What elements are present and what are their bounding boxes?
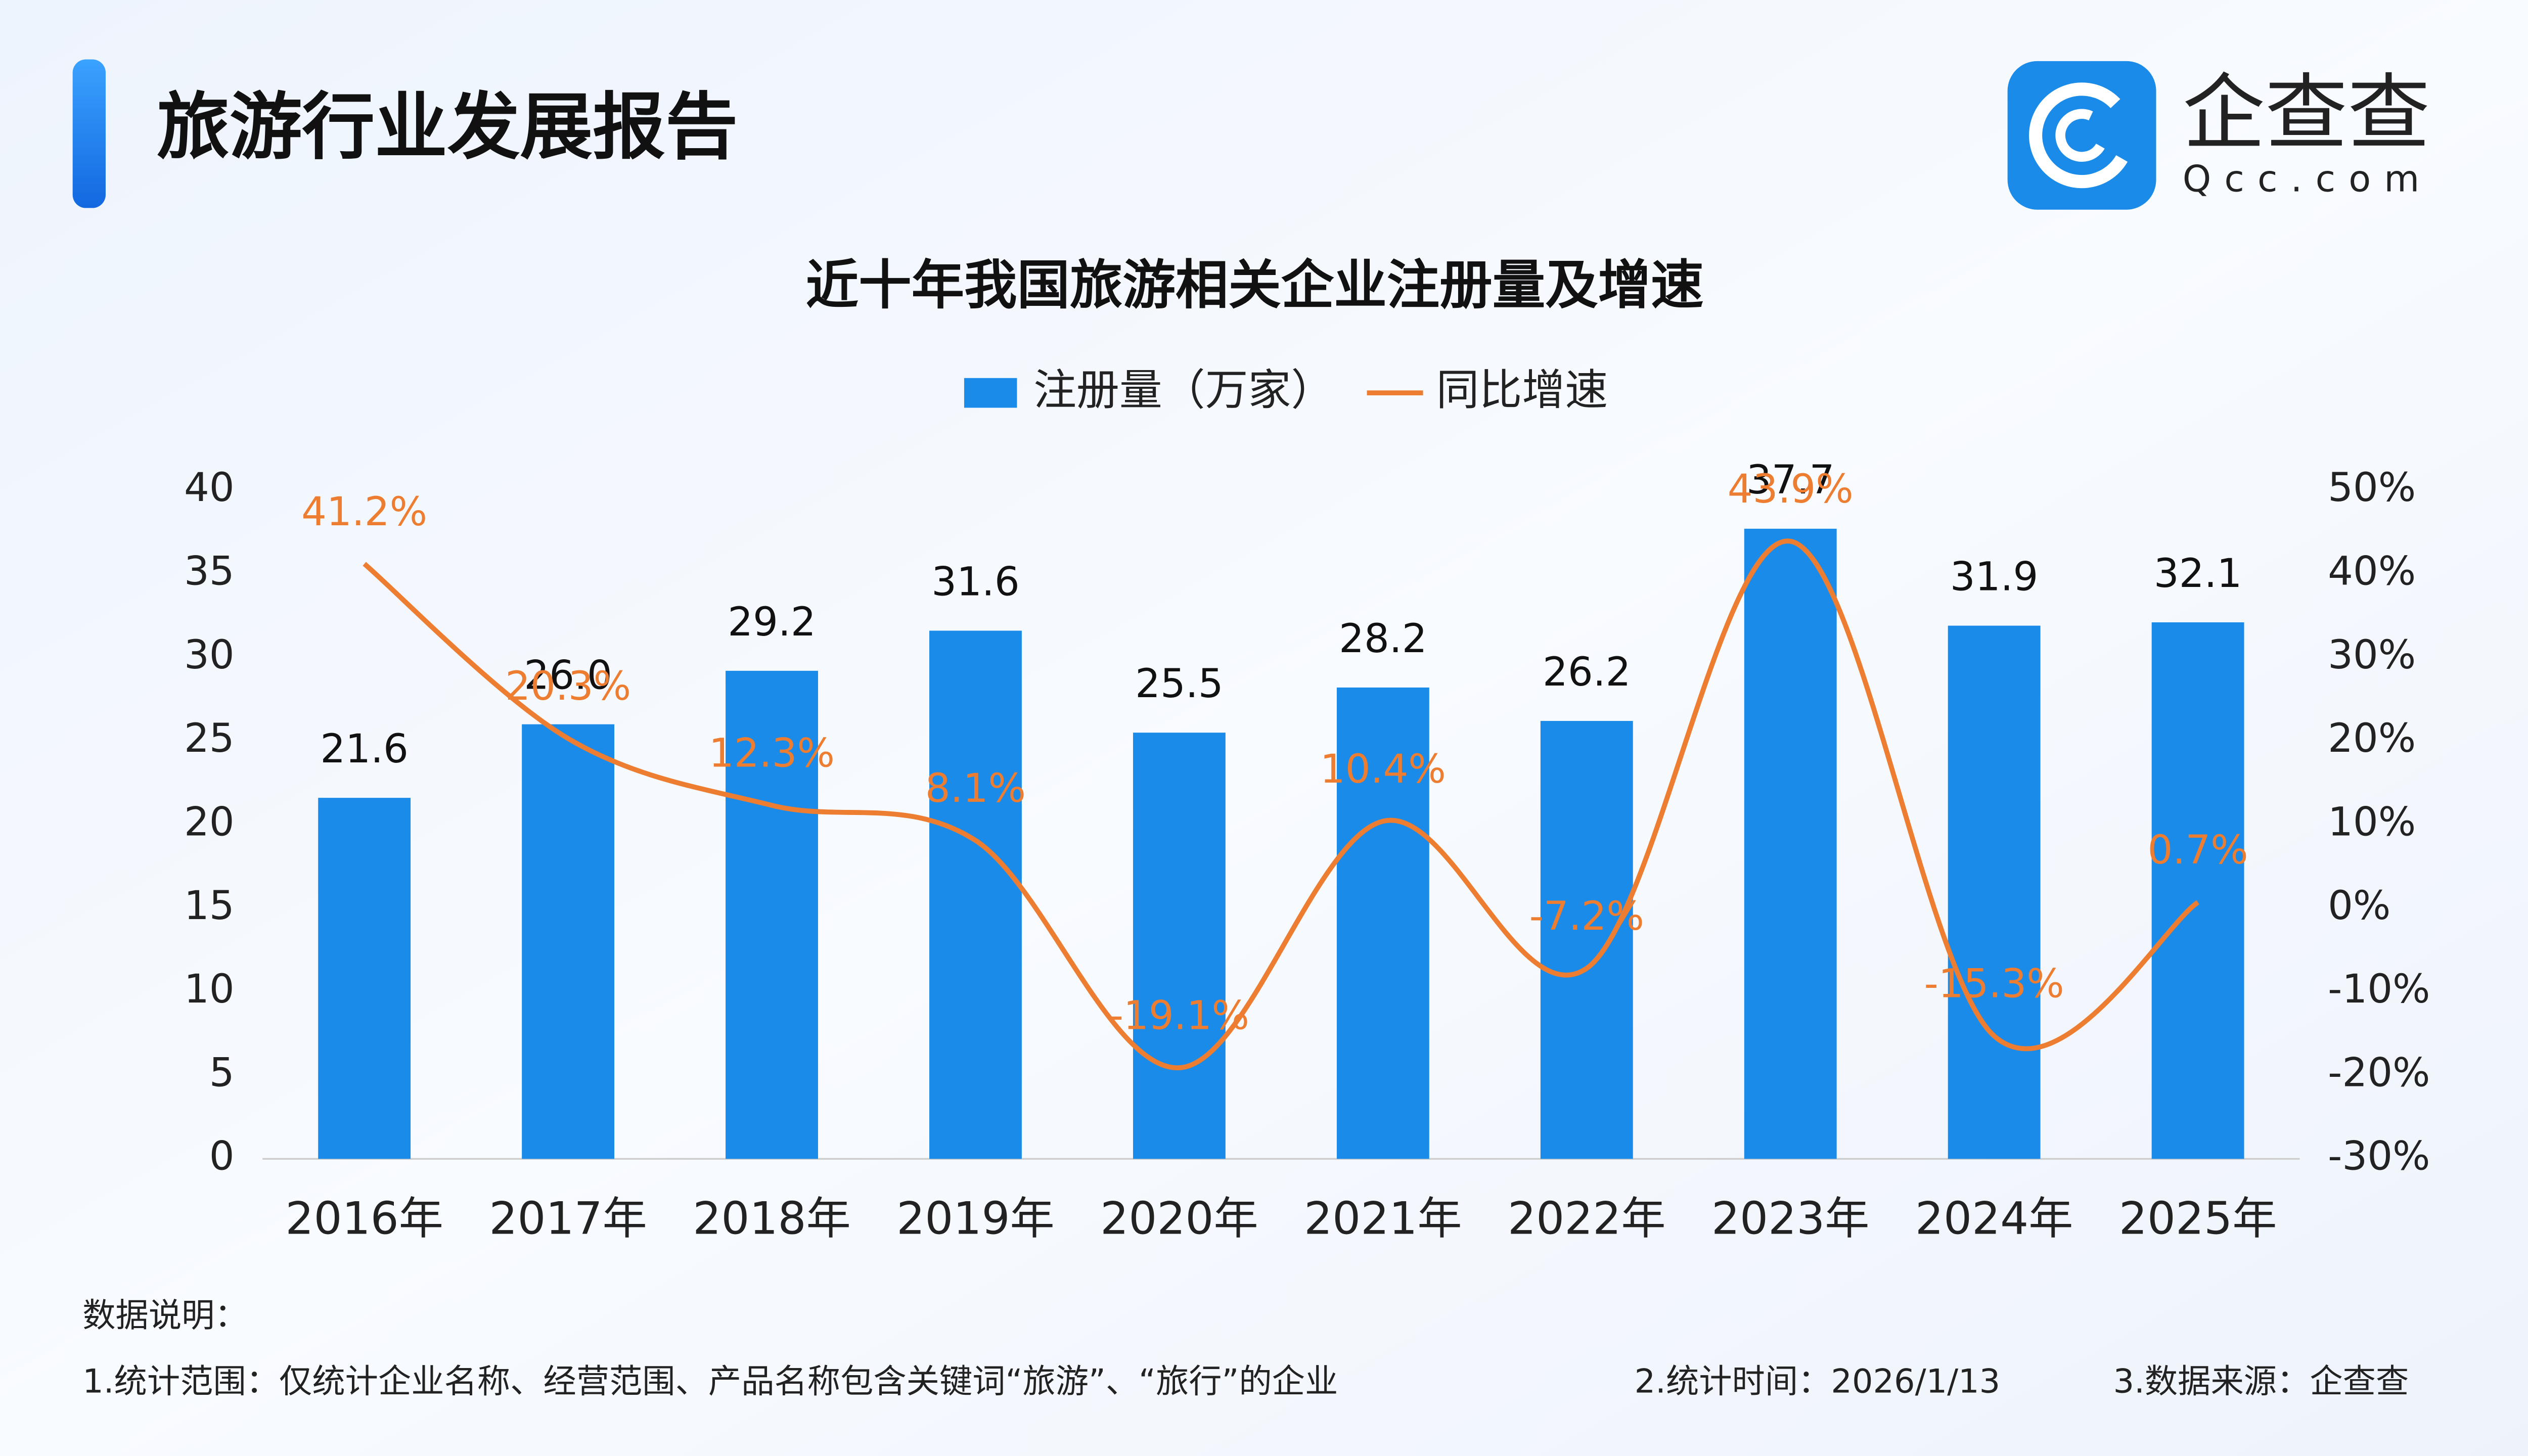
bar [1133,733,1226,1159]
data-label: -7.2% [1529,893,1644,939]
data-label: 32.1 [2154,551,2242,597]
logo-ring [2029,82,2135,189]
data-label: 41.2% [301,489,427,535]
y-tick-label: 0 [209,1133,235,1179]
page-title: 旅游行业发展报告 [157,85,738,169]
data-label: 31.6 [931,559,1019,605]
bar [2151,622,2244,1159]
data-label: 43.9% [1728,466,1854,512]
data-label: 20.3% [505,663,631,709]
title-accent [72,59,106,208]
y2-tick-label: 30% [2328,632,2416,678]
y2-tick-label: 0% [2328,883,2390,929]
y2-tick-label: 20% [2328,715,2416,761]
x-tick-label: 2018年 [693,1193,851,1245]
bar [1540,721,1633,1159]
data-label: -15.3% [1924,961,2064,1007]
data-label: 0.7% [2148,827,2248,873]
data-label: 29.2 [728,599,816,645]
x-tick-label: 2016年 [285,1193,443,1245]
bar [1948,625,2041,1159]
y2-tick-label: -20% [2328,1050,2430,1096]
x-tick-label: 2025年 [2119,1193,2277,1245]
note: 1.统计范围：仅统计企业名称、经营范围、产品名称包含关键词“旅游”、“旅行”的企… [82,1362,1338,1400]
logo-name: 企查查 [2183,65,2430,161]
data-label: 26.0 [524,653,612,699]
chart-title: 近十年我国旅游相关企业注册量及增速 [806,254,1704,316]
x-tick-label: 2023年 [1711,1193,1870,1245]
bar [318,798,411,1159]
y2-tick-label: 50% [2328,465,2416,511]
legend-swatch [964,378,1017,408]
data-label: 26.2 [1543,649,1631,695]
y2-tick-label: 40% [2328,549,2416,595]
data-label: 31.9 [1950,554,2038,600]
y-tick-label: 5 [209,1050,235,1096]
y-tick-label: 25 [184,715,235,761]
x-tick-label: 2019年 [896,1193,1055,1245]
data-label: 12.3% [709,731,835,777]
note: 2.统计时间：2026/1/13 [1635,1362,2001,1400]
notes-heading: 数据说明： [82,1296,248,1335]
x-tick-label: 2022年 [1508,1193,1666,1245]
data-label: 37.7 [1746,457,1834,503]
data-label: 28.2 [1339,616,1427,662]
data-label: 8.1% [925,765,1026,811]
y-tick-label: 10 [184,966,235,1012]
data-label: -19.1% [1109,993,1249,1039]
line [363,538,2199,1070]
bar [929,630,1022,1159]
y2-tick-label: -10% [2328,966,2430,1012]
y2-tick-label: 10% [2328,799,2416,845]
y-tick-label: 35 [184,549,235,595]
x-tick-label: 2024年 [1915,1193,2073,1245]
y-tick-label: 40 [184,465,235,511]
bar [726,670,818,1159]
logo-ring [2055,109,2108,162]
bar [522,724,615,1159]
legend-label: 注册量（万家） [1033,366,1334,416]
x-tick-label: 2017年 [489,1193,647,1245]
legend-label: 同比增速 [1436,366,1608,416]
note: 3.数据来源：企查查 [2113,1362,2409,1400]
bar [1336,687,1429,1159]
x-tick-label: 2021年 [1304,1193,1462,1245]
y-tick-label: 20 [184,799,235,845]
y-tick-label: 15 [184,883,235,929]
bar [1744,528,1837,1159]
y2-tick-label: -30% [2328,1133,2430,1179]
y-tick-label: 30 [184,632,235,678]
logo-domain: Qcc.com [2183,158,2433,200]
logo: 企查查 Qcc.com [2007,61,2433,210]
x-tick-label: 2020年 [1100,1193,1258,1245]
data-label: 10.4% [1320,746,1446,792]
data-label: 21.6 [320,726,408,772]
data-label: 25.5 [1135,661,1223,707]
